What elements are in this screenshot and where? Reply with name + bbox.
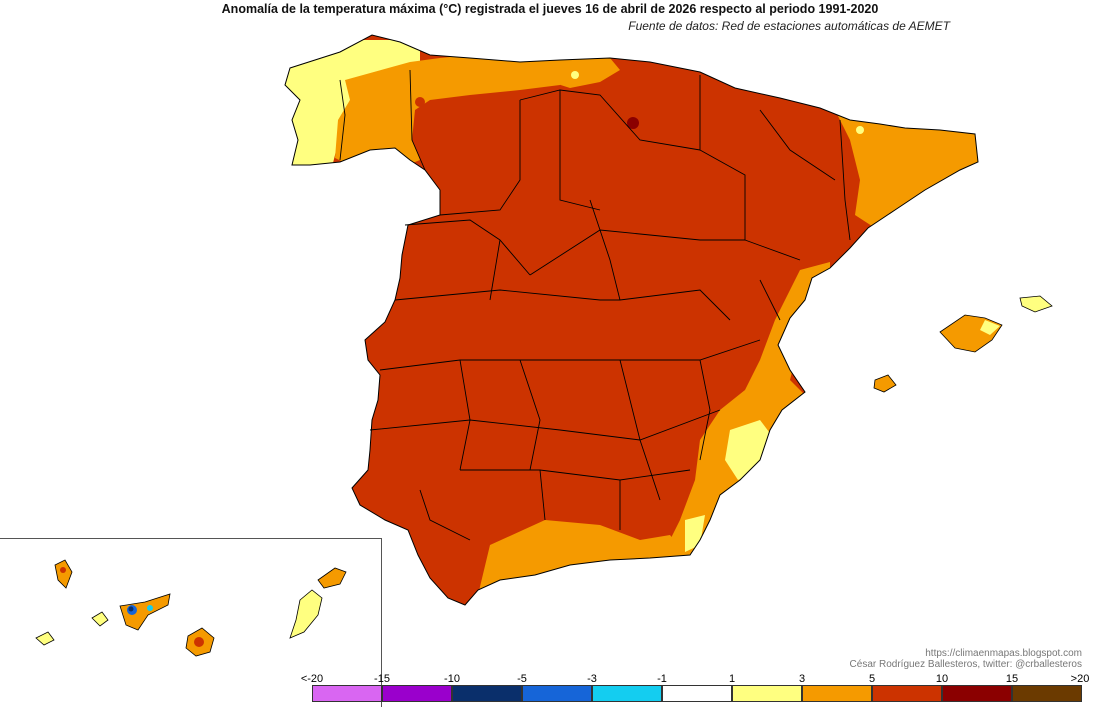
legend-swatch xyxy=(732,685,802,702)
zone-catalonia-orange xyxy=(835,110,978,228)
zone-spot-4 xyxy=(571,71,579,79)
tenerife xyxy=(119,593,171,631)
legend-label: -10 xyxy=(444,673,460,685)
zone-spot-3 xyxy=(856,126,864,134)
legend-swatch xyxy=(592,685,662,702)
legend-swatch xyxy=(662,685,732,702)
canary-islands xyxy=(35,559,347,657)
legend-label: 10 xyxy=(935,673,949,685)
data-source-subtitle: Fuente de datos: Red de estaciones autom… xyxy=(628,19,950,33)
fuerteventura xyxy=(289,589,323,639)
zone-navarra-dark xyxy=(627,117,639,129)
tenerife-cyan xyxy=(147,605,153,611)
legend-swatch xyxy=(802,685,872,702)
el-hierro xyxy=(35,631,55,646)
legend-swatch xyxy=(382,685,452,702)
legend-label: -5 xyxy=(517,673,527,685)
zone-galicia-orange xyxy=(335,55,560,170)
balearic-islands xyxy=(873,295,1053,393)
legend-swatch xyxy=(942,685,1012,702)
legend-label: <-20 xyxy=(300,673,324,685)
zone-spot-2 xyxy=(415,97,425,107)
map-title: Anomalía de la temperatura máxima (°C) r… xyxy=(221,2,879,16)
tenerife-teide-navy xyxy=(128,606,134,612)
mallorca xyxy=(939,314,1003,353)
credit-author: César Rodríguez Ballesteros, twitter: @c… xyxy=(849,659,1082,670)
legend-label: 3 xyxy=(798,673,806,685)
menorca xyxy=(1019,295,1053,313)
la-palma-hot xyxy=(60,567,66,573)
lanzarote xyxy=(317,567,347,589)
canary-inset-frame xyxy=(0,538,382,707)
legend-label: >20 xyxy=(1070,673,1090,685)
credits: https://climaenmapas.blogspot.com César … xyxy=(850,648,1082,670)
province-borders xyxy=(339,69,851,541)
zone-spot-1 xyxy=(369,156,381,168)
ibiza xyxy=(873,374,897,393)
legend-swatch xyxy=(522,685,592,702)
legend-swatch xyxy=(452,685,522,702)
legend-label: -3 xyxy=(587,673,597,685)
legend-label: 5 xyxy=(868,673,876,685)
gran-canaria-hot xyxy=(194,637,204,647)
legend-swatch xyxy=(1012,685,1082,702)
zone-cantabria-orange xyxy=(520,58,620,88)
legend-swatch xyxy=(312,685,382,702)
la-palma xyxy=(54,559,73,589)
legend-swatch xyxy=(872,685,942,702)
la-gomera xyxy=(91,611,109,627)
mallorca-north-yellow xyxy=(980,320,1000,335)
legend-label: -1 xyxy=(657,673,667,685)
legend-label: 15 xyxy=(1005,673,1019,685)
credit-blog: https://climaenmapas.blogspot.com xyxy=(925,648,1082,659)
legend-label: -15 xyxy=(374,673,390,685)
legend-label: 1 xyxy=(728,673,736,685)
